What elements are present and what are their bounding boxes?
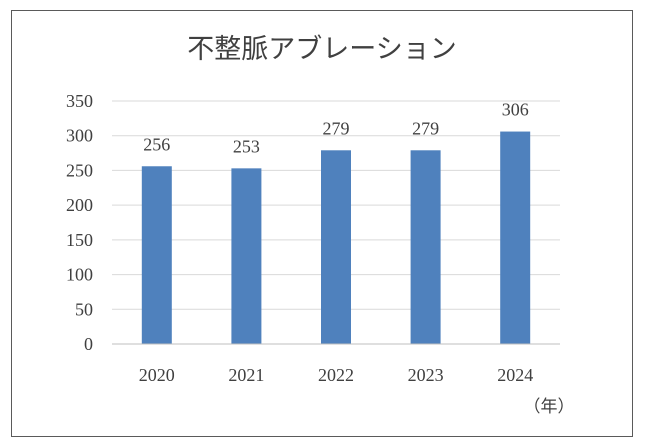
bar-2021 [231,168,262,344]
data-label-2022: 279 [323,118,350,138]
x-tick-label: 2022 [318,365,354,385]
chart-title: 不整脈アブレーション [187,34,456,65]
y-tick-label: 100 [66,265,93,285]
y-tick-label: 250 [66,160,93,180]
y-tick-label: 200 [66,195,93,215]
data-labels: 256 253 279 279 306 [143,100,528,157]
x-tick-label: 2024 [497,365,533,385]
y-tick-label: 0 [84,334,93,354]
data-label-2021: 253 [233,136,260,156]
x-tick-label: 2023 [408,365,444,385]
y-tick-label: 300 [66,126,93,146]
x-tick-label: 2021 [228,365,264,385]
bar-2024 [500,131,531,344]
data-label-2024: 306 [502,100,529,120]
data-label-2023: 279 [412,118,439,138]
bars [141,131,531,344]
bar-2020 [141,166,172,344]
x-axis-unit-label: （年） [524,397,575,417]
x-tick-label: 2020 [139,365,175,385]
y-tick-label: 350 [66,91,93,111]
x-axis-ticks: 2020 2021 2022 2023 2024 [139,365,533,385]
bar-2023 [410,150,441,344]
y-tick-label: 150 [66,230,93,250]
y-tick-label: 50 [75,299,93,319]
bar-2022 [321,150,351,344]
data-label-2020: 256 [143,134,170,154]
y-axis-ticks: 0 50 100 150 200 250 300 350 [66,91,93,354]
